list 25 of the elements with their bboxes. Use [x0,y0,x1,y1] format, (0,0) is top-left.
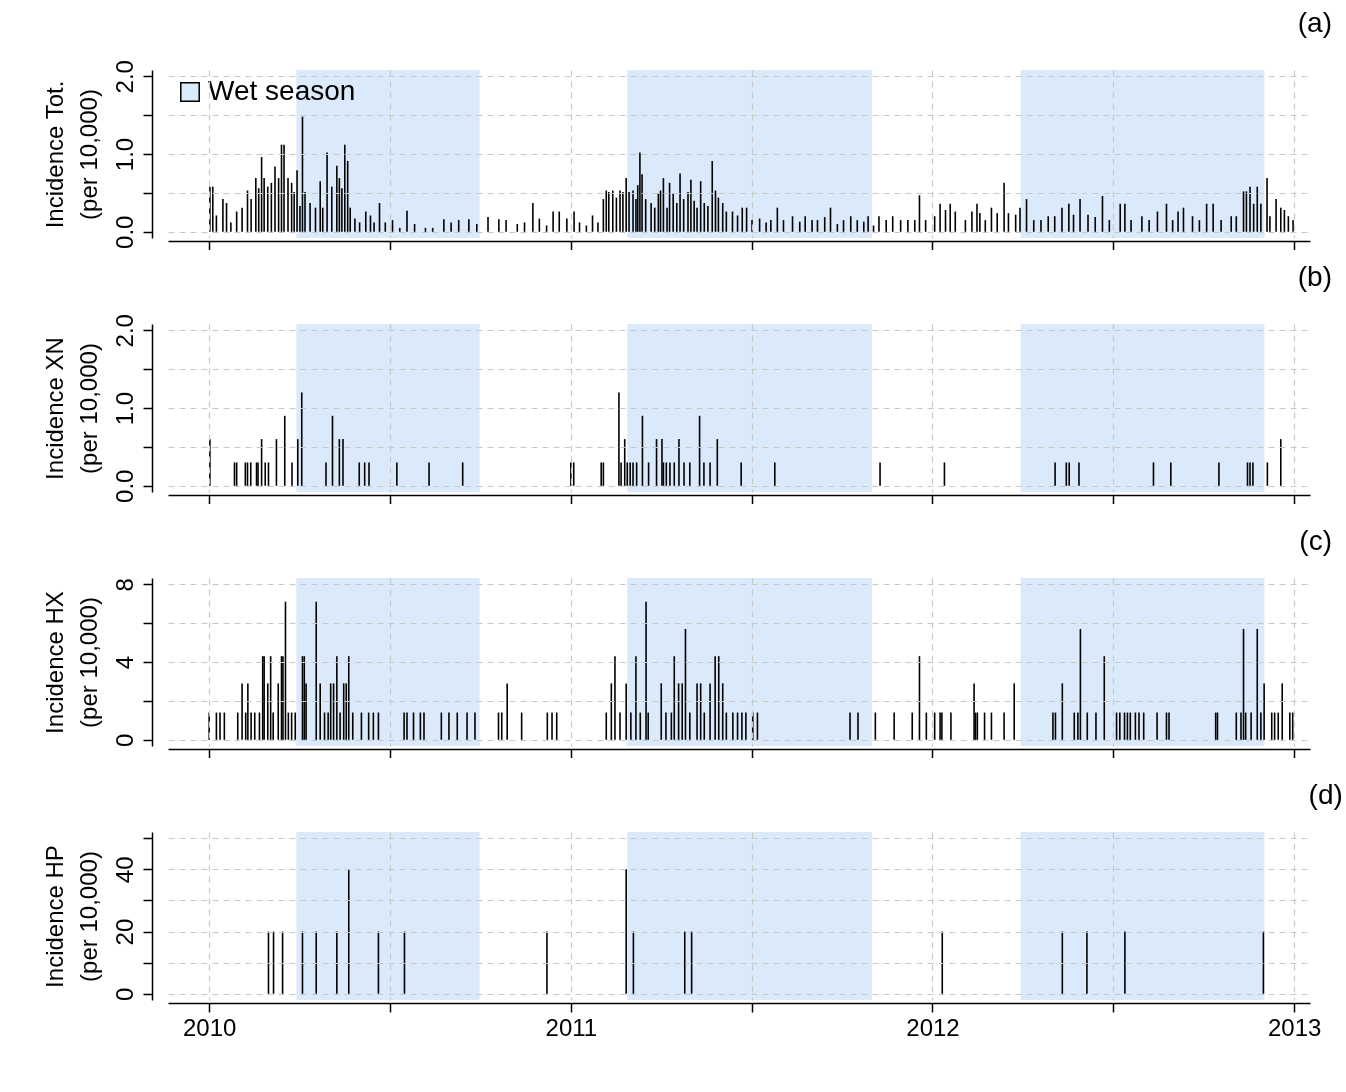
y-tick-label: 0.0 [110,469,138,503]
y-tick-label: 40 [110,856,138,884]
y-tick-label: 1.0 [110,391,138,426]
y-tick-label: 0 [110,733,138,747]
chart-title: (b) [1297,260,1332,292]
y-tick-label: 4 [110,655,138,670]
y-tick-label: 1.0 [110,137,138,172]
x-tick-label: 2011 [545,1013,598,1041]
band-label: Wet season [208,75,356,106]
y-tick-label: 20 [110,918,138,946]
chart-title: (d) [1308,779,1343,810]
y-axis-title: Incidence HX (per 10,000) [40,591,102,734]
y-tick-label: 2.0 [110,314,138,348]
x-tick-label: 2013 [1267,1013,1322,1041]
x-tick-label: 2012 [906,1013,960,1041]
chart-title: (a) [1297,6,1332,38]
y-axis-title: Incidence HP (per 10,000) [40,845,102,988]
y-tick-label: 0.0 [110,215,138,249]
x-tick-label: 2010 [182,1013,237,1041]
y-axis-title: Incidence XN (per 10,000) [40,337,102,480]
y-tick-label: 2.0 [110,60,138,94]
chart-title: (c) [1299,524,1332,556]
y-tick-label: 8 [110,578,138,592]
y-tick-label: 0 [110,987,138,1001]
y-axis-title: Incidence Tot. (per 10,000) [40,80,102,229]
